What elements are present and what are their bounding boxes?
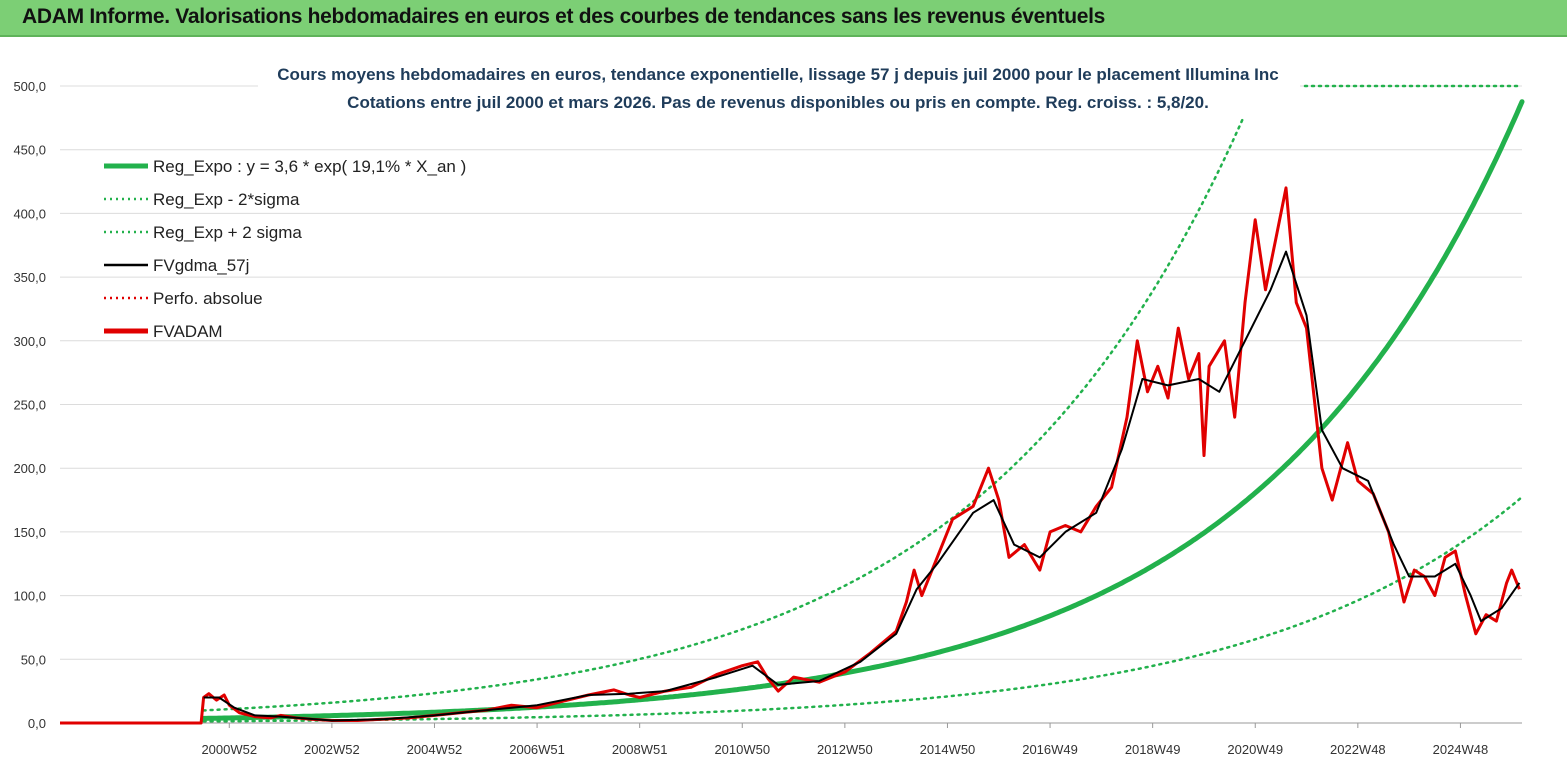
legend-label-1: Reg_Exp - 2*sigma <box>153 190 300 209</box>
legend-label-2: Reg_Exp + 2 sigma <box>153 223 302 242</box>
x-tick-label-6: 2012W50 <box>817 742 873 757</box>
x-tick-label-5: 2010W50 <box>714 742 770 757</box>
series-line-fvgdma-57j <box>203 250 1521 722</box>
y-tick-label-5: 250,0 <box>13 398 46 413</box>
y-tick-label-6: 300,0 <box>13 334 46 349</box>
report-title: ADAM Informe. Valorisations hebdomadaire… <box>22 5 1106 28</box>
title-box <box>258 59 1300 117</box>
legend-label-4: Perfo. absolue <box>153 289 263 308</box>
reg-expo-line <box>201 99 1525 721</box>
x-tick-label-9: 2018W49 <box>1125 742 1181 757</box>
chart-background <box>0 37 1567 783</box>
y-tick-label-8: 400,0 <box>13 206 46 221</box>
x-tick-label-1: 2002W52 <box>304 742 360 757</box>
x-tick-label-10: 2020W49 <box>1227 742 1283 757</box>
reg-exp-minus-2sigma-line <box>202 495 1524 723</box>
chart-title-line1: Cours moyens hebdomadaires en euros, ten… <box>277 65 1278 84</box>
line-chart: 0,0 50,0 100,0 150,0 200,0 250,0 300,0 350,0 400… <box>0 37 1567 783</box>
x-tick-label-7: 2014W50 <box>920 742 976 757</box>
x-tick-label-2: 2004W52 <box>407 742 463 757</box>
x-tick-label-8: 2016W49 <box>1022 742 1078 757</box>
y-tick-label-10: 500,0 <box>13 79 46 94</box>
legend-label-5: FVADAM <box>153 322 223 341</box>
chart-title-line2: Cotations entre juil 2000 et mars 2026. … <box>347 93 1209 112</box>
legend-label-3: FVgdma_57j <box>153 256 249 275</box>
y-axis: 0,0 50,0 100,0 150,0 200,0 250,0 300,0 350,0 400… <box>13 79 46 731</box>
x-axis: 2000W52 2002W52 2004W52 2006W51 2008W51 2010W… <box>201 723 1488 757</box>
y-tick-label-4: 200,0 <box>13 461 46 476</box>
y-tick-label-3: 150,0 <box>13 525 46 540</box>
x-tick-label-11: 2022W48 <box>1330 742 1386 757</box>
x-tick-label-12: 2024W48 <box>1433 742 1489 757</box>
x-tick-label-0: 2000W52 <box>201 742 257 757</box>
legend: Reg_Expo : y = 3,6 * exp( 19,1% * X_an )… <box>104 157 466 341</box>
y-tick-label-7: 350,0 <box>13 270 46 285</box>
reg-exp-plus-2sigma-line <box>202 88 1257 712</box>
y-tick-label-9: 450,0 <box>13 143 46 158</box>
y-tick-label-2: 100,0 <box>13 589 46 604</box>
y-tick-label-1: 50,0 <box>21 652 46 667</box>
legend-label-0: Reg_Expo : y = 3,6 * exp( 19,1% * X_an ) <box>153 157 466 176</box>
report-banner: ADAM Informe. Valorisations hebdomadaire… <box>0 0 1567 37</box>
plot-area <box>60 84 1525 725</box>
x-tick-label-4: 2008W51 <box>612 742 668 757</box>
y-tick-label-0: 0,0 <box>28 716 46 731</box>
x-tick-label-3: 2006W51 <box>509 742 565 757</box>
